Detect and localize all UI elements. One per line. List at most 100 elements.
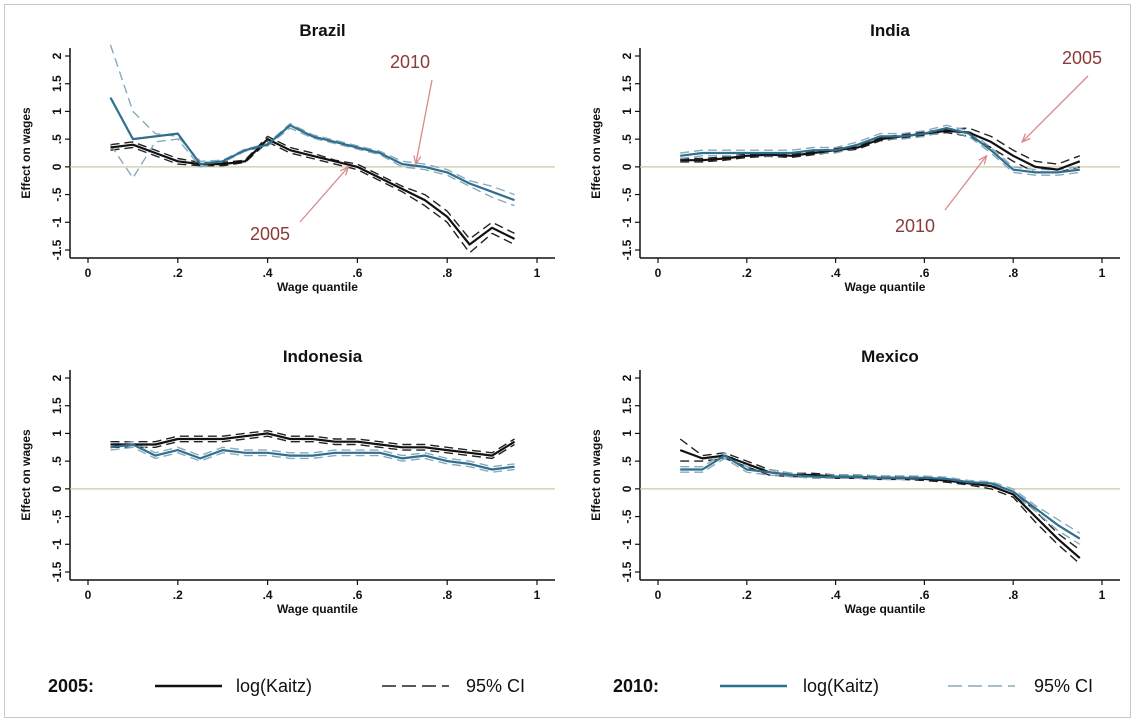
series-line-2010-kaitz — [680, 454, 1081, 540]
annotation-arrowhead — [413, 155, 422, 166]
y-axis-label: Effect on wages — [19, 429, 33, 521]
x-tick-label: .2 — [173, 266, 183, 280]
y-tick-label: 0 — [50, 163, 64, 170]
y-tick-label: 1 — [50, 108, 64, 115]
x-tick-label: .2 — [742, 588, 752, 602]
panel-title: Indonesia — [283, 347, 363, 366]
y-tick-label: 2 — [50, 374, 64, 381]
x-tick-label: 0 — [85, 266, 92, 280]
legend-2005-year: 2005: — [48, 676, 94, 696]
series-line-2005-ci — [110, 435, 515, 460]
x-tick-label: .6 — [352, 588, 362, 602]
y-axis-label: Effect on wages — [589, 107, 603, 199]
series-line-2010-ci — [680, 124, 1080, 171]
legend: 2005: log(Kaitz) 95% CI 2010: log(Kaitz)… — [48, 676, 1093, 696]
series-line-2005-kaitz — [680, 129, 1081, 171]
annotation-arrowhead — [978, 154, 988, 165]
legend-2005-ci-label: 95% CI — [466, 676, 525, 696]
x-tick-label: .4 — [831, 266, 841, 280]
y-tick-label: 2 — [620, 52, 634, 59]
series-line-2010-ci — [109, 44, 515, 196]
panel-indonesia: Indonesia 0 .2 .4 .6 .8 1 -1.5 -1 -.5 0 .5 1 1.5 2 Wage… — [19, 347, 555, 616]
x-tick-label: 1 — [1099, 266, 1106, 280]
y-tick-label: .5 — [50, 134, 64, 144]
y-tick-label: -1.5 — [620, 561, 634, 582]
series-line-2005-ci — [680, 131, 1080, 174]
x-tick-label: .6 — [919, 266, 929, 280]
x-tick-label: .8 — [442, 588, 452, 602]
y-axis-label: Effect on wages — [19, 107, 33, 199]
series-line-2010-kaitz — [680, 127, 1080, 174]
x-tick-label: .8 — [442, 266, 452, 280]
annotation-arrowhead — [340, 165, 350, 176]
legend-2005-line-label: log(Kaitz) — [236, 676, 312, 696]
series-line-2005-ci — [110, 141, 515, 254]
x-tick-label: .8 — [1008, 588, 1018, 602]
panel-title: Brazil — [299, 21, 345, 40]
x-tick-label: 0 — [655, 266, 662, 280]
series-line-2010-ci — [109, 127, 515, 207]
y-axis-label: Effect on wages — [589, 429, 603, 521]
y-tick-label: 1 — [50, 430, 64, 437]
x-tick-label: .8 — [1008, 266, 1018, 280]
y-tick-label: .5 — [620, 456, 634, 466]
y-tick-label: .5 — [620, 134, 634, 144]
y-tick-label: 1.5 — [620, 397, 634, 414]
series-line-2005-ci — [110, 135, 515, 240]
series-line-2005-ci — [110, 430, 515, 454]
x-tick-label: .4 — [263, 588, 273, 602]
ann-2005: 2005 — [250, 224, 290, 244]
y-tick-label: -.5 — [50, 187, 64, 201]
x-tick-label: .6 — [919, 588, 929, 602]
y-tick-label: 2 — [620, 374, 634, 381]
annotation-arrow — [299, 166, 349, 223]
series-line-2010-kaitz — [109, 97, 515, 202]
y-tick-label: 1 — [620, 430, 634, 437]
series-line-2010-ci — [110, 441, 515, 468]
panel-mexico: Mexico 0 .2 .4 .6 .8 1 -1.5 -1 -.5 0 .5 1 1.5 2 Wage qu… — [589, 347, 1120, 616]
y-tick-label: -1 — [50, 217, 64, 228]
panel-title: Mexico — [861, 347, 919, 366]
x-axis-label: Wage quantile — [277, 602, 358, 616]
panel-india: India 0 .2 .4 .6 .8 1 -1.5 -1 -.5 0 .5 1 1.5 2 Wage qua… — [589, 21, 1120, 294]
y-tick-label: -.5 — [620, 187, 634, 201]
series-line-2010-ci — [110, 446, 515, 473]
ann-2010: 2010 — [390, 52, 430, 72]
annotation-arrow — [1021, 75, 1089, 143]
y-tick-label: -1 — [50, 539, 64, 550]
x-tick-label: .2 — [742, 266, 752, 280]
x-tick-label: 1 — [534, 588, 541, 602]
y-tick-label: -.5 — [50, 509, 64, 523]
ann-2005: 2005 — [1062, 48, 1102, 68]
x-tick-label: 0 — [655, 588, 662, 602]
series-line-2010-ci — [680, 452, 1081, 534]
y-tick-label: -.5 — [620, 509, 634, 523]
annotation-arrowhead — [1020, 133, 1031, 144]
y-tick-label: -1 — [620, 539, 634, 550]
series-line-2005-kaitz — [110, 432, 516, 457]
panel-title: India — [870, 21, 910, 40]
x-axis-label: Wage quantile — [845, 602, 926, 616]
x-tick-label: 1 — [1099, 588, 1106, 602]
annotation-arrow — [944, 155, 988, 211]
y-tick-label: 0 — [620, 163, 634, 170]
x-axis-label: Wage quantile — [845, 280, 926, 294]
y-tick-label: 0 — [50, 485, 64, 492]
legend-2010-year: 2010: — [613, 676, 659, 696]
x-axis-label: Wage quantile — [277, 280, 358, 294]
x-tick-label: .4 — [831, 588, 841, 602]
series-line-2005-kaitz — [110, 138, 515, 246]
x-tick-label: 0 — [85, 588, 92, 602]
y-tick-label: .5 — [50, 456, 64, 466]
x-tick-label: .4 — [263, 266, 273, 280]
series-line-2010-kaitz — [110, 443, 515, 471]
y-tick-label: -1.5 — [620, 239, 634, 260]
y-tick-label: 1 — [620, 108, 634, 115]
figure-frame — [4, 4, 1131, 718]
ann-2010: 2010 — [895, 216, 935, 236]
x-tick-label: .6 — [352, 266, 362, 280]
y-tick-label: 0 — [620, 485, 634, 492]
x-tick-label: .2 — [173, 588, 183, 602]
panel-brazil: Brazil 0 .2 .4 .6 .8 1 -1.5 -1 -.5 0 .5 1 1.5 2 Wage qu… — [19, 21, 555, 294]
